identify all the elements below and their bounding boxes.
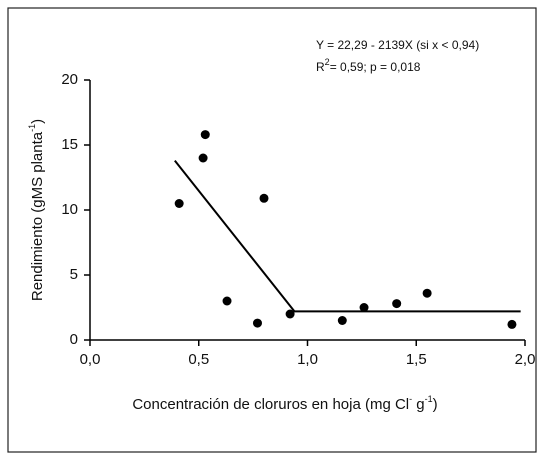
annotation-part: R — [316, 60, 325, 74]
annotation-part: Y = 22,29 - 2139X (si x < 0,94) — [316, 38, 479, 52]
x-tick-label: 2,0 — [515, 351, 536, 368]
x-axis-label-part: Concentración de cloruros en hoja (mg Cl — [132, 396, 409, 413]
point — [222, 296, 232, 306]
fit-line — [174, 159, 521, 313]
y-tick-label: 15 — [61, 136, 78, 153]
point — [252, 318, 262, 328]
x-tick-label: 1,0 — [297, 351, 318, 368]
y-axis-label-part: -1 — [27, 124, 37, 132]
x-axis-label: Concentración de cloruros en hoja (mg Cl… — [132, 394, 437, 413]
y-axis-label-part: Rendimiento (gMS planta — [29, 131, 46, 301]
x-tick-label: 0,0 — [80, 351, 101, 368]
x-tick-label: 0,5 — [188, 351, 209, 368]
x-tick-label: 1,5 — [406, 351, 427, 368]
y-tick-label: 10 — [61, 201, 78, 218]
point — [422, 288, 432, 298]
point — [198, 153, 208, 163]
annotation: R2= 0,59; p = 0,018 — [316, 57, 421, 74]
x-axis-label-part: -1 — [425, 394, 433, 404]
annotation-part: 2 — [325, 57, 330, 67]
x-axis-label-part: - — [409, 394, 412, 404]
y-tick-label: 5 — [70, 266, 78, 283]
point — [259, 193, 269, 203]
x-axis-label-part: g — [412, 396, 425, 413]
x-axis-label-part: ) — [433, 396, 438, 413]
point — [174, 199, 184, 208]
y-axis-label-part: ) — [29, 119, 46, 124]
point — [337, 316, 347, 325]
y-tick-label: 20 — [61, 71, 78, 88]
annotation: Y = 22,29 - 2139X (si x < 0,94) — [316, 38, 479, 52]
point — [285, 309, 295, 319]
frame — [7, 7, 537, 453]
y-axis-label: Rendimiento (gMS planta-1) — [27, 119, 46, 301]
point — [392, 299, 402, 309]
point — [507, 319, 517, 329]
y-tick-label: 0 — [70, 331, 78, 348]
point — [200, 130, 210, 140]
annotation-part: = 0,59; p = 0,018 — [330, 60, 421, 74]
point — [359, 303, 369, 312]
